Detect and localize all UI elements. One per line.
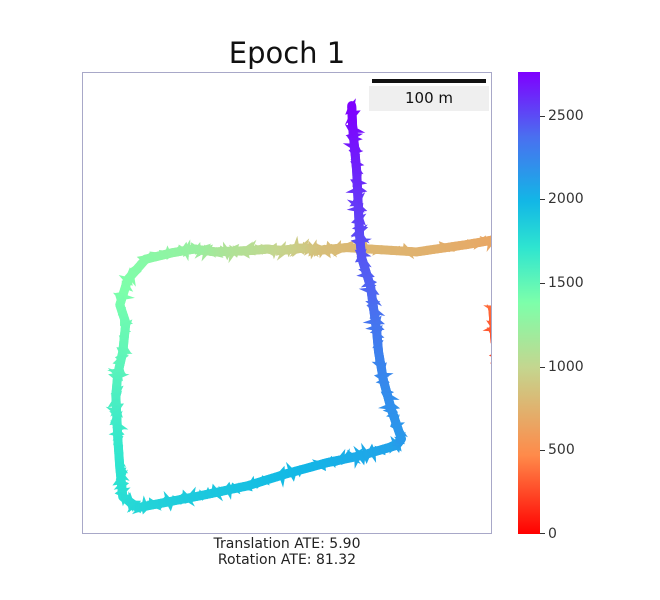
- colorbar-tick-label: 2500: [548, 107, 584, 124]
- pose-marker: [372, 245, 382, 256]
- colorbar: [518, 72, 540, 534]
- trajectory-plot: [105, 98, 491, 515]
- colorbar-tick: [540, 366, 545, 368]
- colorbar-tick: [540, 533, 545, 534]
- colorbar-tick-label: 2000: [548, 191, 584, 208]
- rotation-ate: Rotation ATE: 81.32: [217, 552, 357, 568]
- colorbar-tick-label: 0: [548, 526, 557, 542]
- pose-marker: [483, 305, 491, 311]
- scale-bar: 100 m: [369, 79, 489, 111]
- plot-area: 100 m: [82, 72, 492, 534]
- pose-marker: [112, 469, 128, 486]
- colorbar-tick: [540, 450, 545, 452]
- pose-marker: [490, 362, 491, 364]
- translation-ate: Translation ATE: 5.90: [213, 536, 361, 552]
- scale-bar-label: 100 m: [369, 86, 489, 111]
- pose-marker: [353, 445, 366, 466]
- ate-annotations: Translation ATE: 5.90 Rotation ATE: 81.3…: [82, 536, 492, 568]
- colorbar-tick-label: 1000: [548, 358, 584, 375]
- pose-marker: [482, 326, 491, 332]
- colorbar-tick-label: 500: [548, 442, 575, 459]
- chart-title: Epoch 1: [228, 36, 346, 70]
- colorbar-tick-label: 1500: [548, 274, 584, 291]
- colorbar-ticks: 0 500 1000 1500 2000 2500: [540, 72, 620, 542]
- pose-marker: [488, 354, 491, 357]
- colorbar-tick: [540, 199, 545, 201]
- colorbar-tick: [540, 115, 545, 117]
- pose-marker: [490, 306, 491, 308]
- scale-bar-line: [372, 79, 486, 83]
- colorbar-tick: [540, 282, 545, 284]
- pose-marker: [402, 242, 415, 260]
